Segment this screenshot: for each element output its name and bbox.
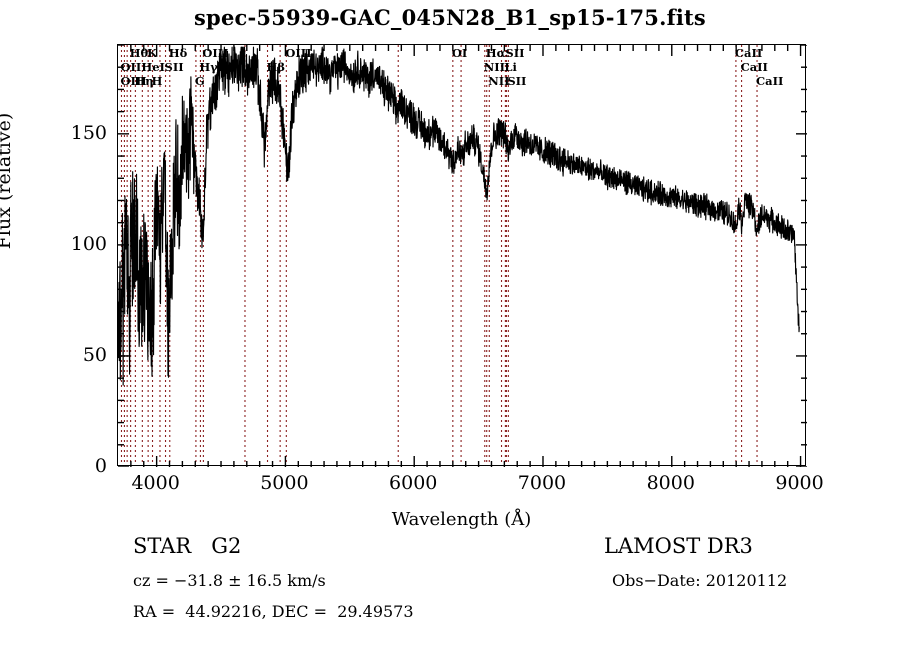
coordinates-text: RA = 44.92216, DEC = 29.49573	[133, 602, 414, 621]
object-class-text: STAR G2	[133, 534, 242, 558]
spectral-line-label: OIII	[285, 46, 312, 60]
spectral-line-label: Hθ	[129, 46, 149, 60]
spectral-line-label: Hδ	[168, 46, 188, 60]
spectral-line-label: Hγ	[199, 60, 218, 74]
spectral-line-label: CaII	[740, 60, 768, 74]
spectral-line-label: G	[194, 74, 205, 88]
spectral-line-label: Li	[504, 60, 517, 74]
spectral-line-label: K	[147, 46, 158, 60]
spectrum-flux-curve	[118, 46, 800, 386]
spectral-line-label: CaII	[734, 46, 763, 60]
spectral-line-label: OII	[120, 60, 142, 74]
survey-name-text: LAMOST DR3	[604, 534, 753, 558]
y-tick-100: 100	[70, 232, 107, 255]
metadata-footer: STAR G2 cz = −31.8 ± 16.5 km/s RA = 44.9…	[0, 525, 900, 649]
y-tick-0: 0	[94, 455, 107, 477]
x-axis-label: Wavelength (Å)	[391, 509, 532, 530]
page-title: spec-55939-GAC_045N28_B1_sp15-175.fits	[194, 5, 706, 30]
x-tick-5000: 5000	[260, 472, 309, 494]
spectral-line-label: CaII	[756, 74, 784, 88]
spectral-line-label: Hβ	[266, 60, 286, 74]
radial-velocity-text: cz = −31.8 ± 16.5 km/s	[133, 571, 326, 590]
plot-area: Hθ K Hδ OIII OIII OI Hα SII CaII OII HeI SII Hγ Hβ NII…	[117, 44, 807, 467]
spectral-line-label: SII	[507, 74, 527, 88]
spectral-line-label: SII	[505, 46, 525, 60]
y-axis-label: Flux (relative)	[0, 112, 15, 250]
spectral-line-label: H	[151, 74, 163, 88]
y-tick-150: 150	[70, 121, 107, 144]
x-tick-6000: 6000	[389, 472, 438, 494]
x-tick-7000: 7000	[517, 472, 567, 494]
spectral-line-label: NII	[483, 60, 506, 74]
spectral-line-label: OI	[451, 46, 468, 60]
spectral-line-label: OIII	[202, 46, 229, 60]
observation-date-text: Obs−Date: 20120112	[612, 571, 788, 590]
spectral-line-label: SII	[164, 60, 184, 74]
x-tick-9000: 9000	[775, 472, 824, 494]
spectral-line-label: Hα	[485, 46, 506, 60]
x-tick-4000: 4000	[131, 472, 180, 494]
spectral-line-label: HeI	[141, 60, 165, 74]
spectral-line-label: Hη	[134, 74, 154, 88]
x-tick-8000: 8000	[646, 472, 695, 494]
spectral-line-label: OIII	[120, 74, 147, 88]
spectrum-plot-svg	[118, 45, 800, 465]
spectral-line-label: NII	[488, 74, 510, 88]
y-tick-50: 50	[82, 343, 107, 366]
